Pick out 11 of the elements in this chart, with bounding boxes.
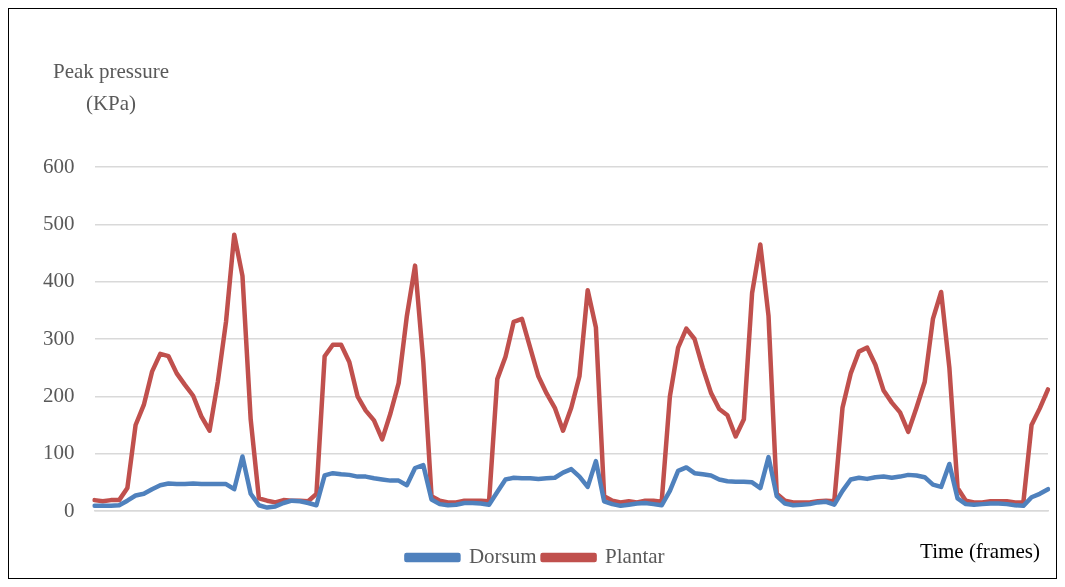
y-tick-label: 500 [43, 210, 75, 235]
y-tick-label: 300 [43, 325, 75, 350]
y-tick-label: 400 [43, 268, 75, 293]
y-axis-title: Peak pressure (KPa) [51, 58, 170, 117]
y-tick-label: 0 [64, 497, 75, 522]
legend-label: Plantar [605, 544, 665, 569]
y-tick-label: 100 [43, 440, 75, 465]
y-tick-label: 200 [43, 382, 75, 407]
y-tick-label: 600 [43, 153, 75, 178]
legend-label: Dorsum [468, 544, 537, 569]
x-axis-title: Time (frames) [920, 539, 1040, 564]
